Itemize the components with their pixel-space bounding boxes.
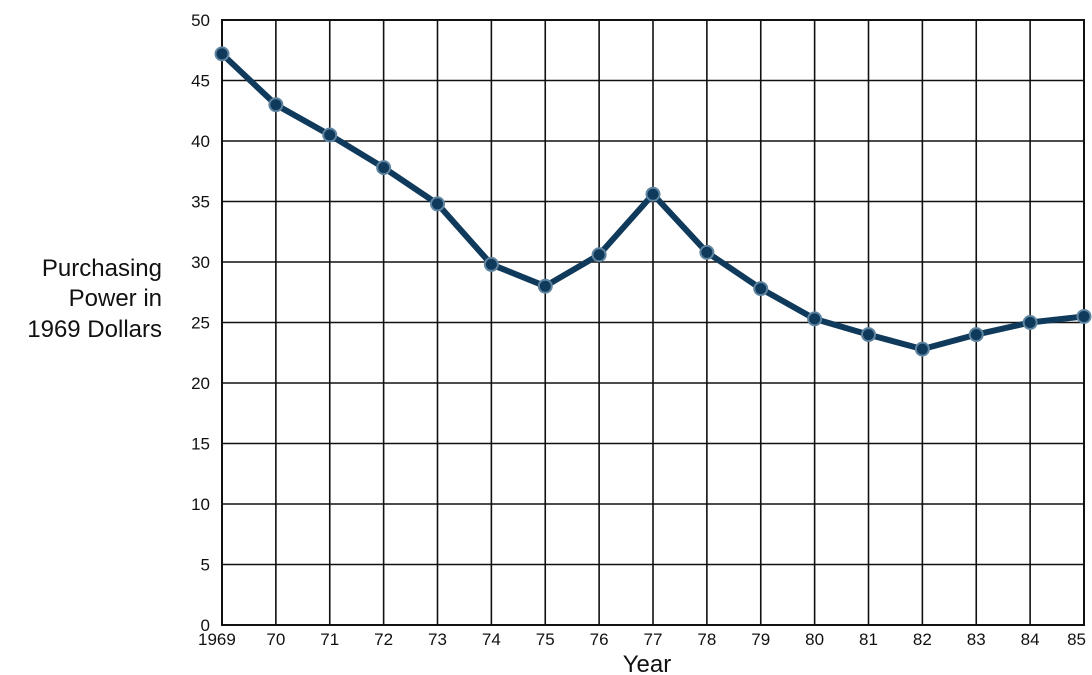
y-tick-label: 40 [191, 132, 210, 151]
y-tick-label: 0 [201, 616, 210, 635]
data-point-70 [268, 97, 284, 113]
data-point-85 [1076, 308, 1092, 324]
data-point-79 [753, 281, 769, 297]
data-point-73 [430, 196, 445, 212]
data-point-83 [968, 327, 984, 343]
x-tick-label: 81 [859, 630, 878, 649]
x-tick-label: 82 [913, 630, 932, 649]
x-tick-label: 76 [590, 630, 609, 649]
data-point-78 [699, 244, 715, 260]
x-tick-label: 84 [1021, 630, 1040, 649]
y-tick-label: 20 [191, 374, 210, 393]
y-tick-label: 30 [191, 253, 210, 272]
y-tick-label: 50 [191, 11, 210, 30]
x-tick-label: 70 [266, 630, 285, 649]
data-point-1969 [214, 46, 230, 62]
y-tick-label: 45 [191, 72, 210, 91]
y-axis-title-line-2: Power in [69, 285, 162, 312]
y-axis-tick-labels: 0 5 10 15 20 25 30 35 40 45 50 [191, 11, 210, 635]
x-tick-label: 79 [751, 630, 770, 649]
x-tick-label: 72 [374, 630, 393, 649]
x-tick-label: 73 [428, 630, 447, 649]
y-tick-label: 10 [191, 495, 210, 514]
y-tick-label: 35 [191, 193, 210, 212]
data-point-76 [591, 247, 607, 263]
y-tick-label: 5 [201, 556, 210, 575]
y-tick-label: 25 [191, 314, 210, 333]
data-point-71 [322, 127, 338, 143]
x-tick-label: 83 [967, 630, 986, 649]
y-tick-label: 15 [191, 435, 210, 454]
y-axis-title-line-1: Purchasing [42, 255, 162, 282]
data-point-74 [483, 256, 499, 272]
x-tick-label: 80 [805, 630, 824, 649]
y-axis-title: Purchasing Power in 1969 Dollars [27, 255, 162, 343]
x-tick-label: 85 [1067, 630, 1086, 649]
data-point-81 [861, 327, 876, 343]
data-point-80 [807, 311, 823, 327]
x-axis-title: Year [623, 651, 672, 675]
grid [221, 19, 1085, 626]
x-tick-label: 78 [697, 630, 716, 649]
data-point-75 [537, 278, 553, 294]
series-purchasing-power [214, 46, 1092, 357]
x-tick-label: 75 [536, 630, 555, 649]
data-point-77 [645, 186, 661, 202]
x-tick-label: 77 [644, 630, 663, 649]
x-tick-label: 71 [320, 630, 339, 649]
y-axis-title-line-3: 1969 Dollars [27, 316, 162, 343]
data-point-84 [1022, 315, 1038, 330]
x-tick-label: 1969 [198, 630, 236, 649]
data-point-72 [376, 160, 392, 176]
x-axis-tick-labels: 1969 70 71 72 73 74 75 76 77 78 79 80 81 82 83 84 85 [198, 630, 1086, 649]
data-point-82 [914, 341, 930, 357]
x-tick-label: 74 [482, 630, 501, 649]
